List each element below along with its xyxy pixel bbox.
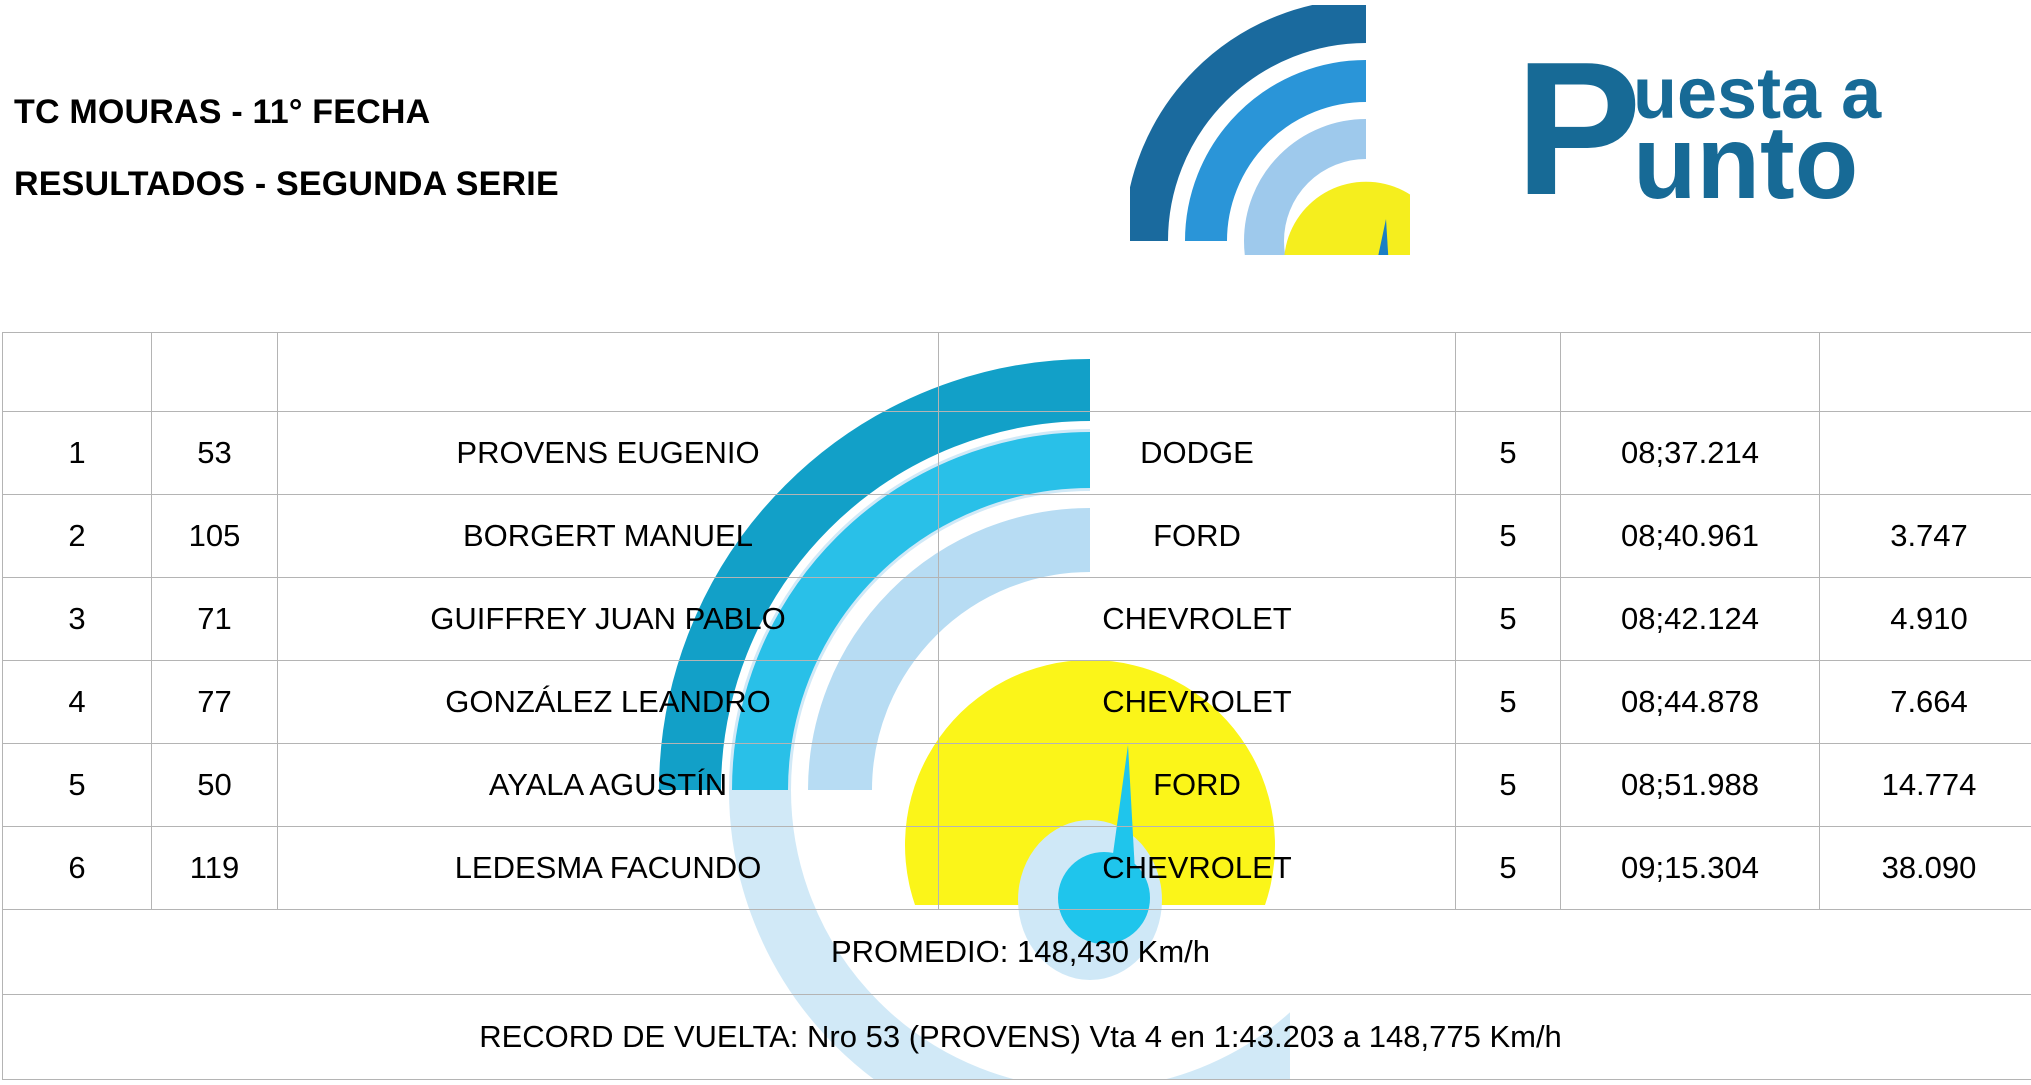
table-row: 4 77 GONZÁLEZ LEANDRO CHEVROLET 5 08;44.… (3, 661, 2031, 744)
column-header-piloto[interactable]: Piloto (278, 333, 939, 412)
results-table-head: Grilla Nro Piloto Marca Vtas Tiempo Dif. (3, 333, 2031, 412)
cell-tiempo: 08;37.214 (1561, 412, 1820, 495)
footer-row-record: RECORD DE VUELTA: Nro 53 (PROVENS) Vta 4… (3, 995, 2031, 1080)
cell-nro: 50 (152, 744, 278, 827)
results-table: Grilla Nro Piloto Marca Vtas Tiempo Dif.… (2, 332, 2031, 1080)
column-header-nro[interactable]: Nro (152, 333, 278, 412)
results-table-body: 1 53 PROVENS EUGENIO DODGE 5 08;37.214 2… (3, 412, 2031, 910)
cell-marca: CHEVROLET (939, 578, 1456, 661)
cell-vtas: 5 (1456, 827, 1561, 910)
results-sheet: Grilla Nro Piloto Marca Vtas Tiempo Dif.… (2, 332, 2029, 1080)
title-block: TC MOURAS - 11° FECHA RESULTADOS - SEGUN… (14, 95, 559, 201)
cell-dif: 38.090 (1820, 827, 2031, 910)
cell-piloto: LEDESMA FACUNDO (278, 827, 939, 910)
record-vuelta-text: RECORD DE VUELTA: Nro 53 (PROVENS) Vta 4… (3, 995, 2031, 1080)
cell-vtas: 5 (1456, 744, 1561, 827)
table-header-row: Grilla Nro Piloto Marca Vtas Tiempo Dif. (3, 333, 2031, 412)
cell-tiempo: 08;42.124 (1561, 578, 1820, 661)
cell-piloto: GUIFFREY JUAN PABLO (278, 578, 939, 661)
brand-wordmark: P uesta a unto (1515, 48, 2015, 208)
gauge-icon (1130, 5, 1410, 255)
table-row: 5 50 AYALA AGUSTÍN FORD 5 08;51.988 14.7… (3, 744, 2031, 827)
cell-grilla: 3 (3, 578, 152, 661)
cell-dif: 4.910 (1820, 578, 2031, 661)
cell-marca: FORD (939, 744, 1456, 827)
cell-nro: 105 (152, 495, 278, 578)
cell-grilla: 5 (3, 744, 152, 827)
cell-tiempo: 09;15.304 (1561, 827, 1820, 910)
cell-tiempo: 08;44.878 (1561, 661, 1820, 744)
cell-grilla: 2 (3, 495, 152, 578)
column-header-vtas[interactable]: Vtas (1456, 333, 1561, 412)
cell-vtas: 5 (1456, 495, 1561, 578)
brand-wordmark-svg: P uesta a unto (1515, 48, 2015, 208)
cell-dif: 3.747 (1820, 495, 2031, 578)
table-row: 1 53 PROVENS EUGENIO DODGE 5 08;37.214 (3, 412, 2031, 495)
cell-dif (1820, 412, 2031, 495)
cell-tiempo: 08;40.961 (1561, 495, 1820, 578)
promedio-text: PROMEDIO: 148,430 Km/h (3, 910, 2031, 995)
table-row: 6 119 LEDESMA FACUNDO CHEVROLET 5 09;15.… (3, 827, 2031, 910)
table-row: 3 71 GUIFFREY JUAN PABLO CHEVROLET 5 08;… (3, 578, 2031, 661)
cell-marca: FORD (939, 495, 1456, 578)
column-header-grilla[interactable]: Grilla (3, 333, 152, 412)
table-row: 2 105 BORGERT MANUEL FORD 5 08;40.961 3.… (3, 495, 2031, 578)
column-header-tiempo[interactable]: Tiempo (1561, 333, 1820, 412)
logo-gauge (1284, 182, 1410, 255)
brand-logo: P uesta a unto (1130, 0, 2030, 260)
gauge-icon-svg (1130, 5, 1410, 255)
cell-piloto: BORGERT MANUEL (278, 495, 939, 578)
cell-nro: 77 (152, 661, 278, 744)
footer-row-promedio: PROMEDIO: 148,430 Km/h (3, 910, 2031, 995)
results-table-foot: PROMEDIO: 148,430 Km/h RECORD DE VUELTA:… (3, 910, 2031, 1080)
cell-marca: DODGE (939, 412, 1456, 495)
cell-dif: 7.664 (1820, 661, 2031, 744)
cell-marca: CHEVROLET (939, 827, 1456, 910)
column-header-dif[interactable]: Dif. (1820, 333, 2031, 412)
column-header-marca[interactable]: Marca (939, 333, 1456, 412)
cell-dif: 14.774 (1820, 744, 2031, 827)
page-title-line-2: RESULTADOS - SEGUNDA SERIE (14, 167, 559, 201)
cell-vtas: 5 (1456, 578, 1561, 661)
cell-vtas: 5 (1456, 412, 1561, 495)
cell-piloto: GONZÁLEZ LEANDRO (278, 661, 939, 744)
cell-grilla: 1 (3, 412, 152, 495)
cell-vtas: 5 (1456, 661, 1561, 744)
cell-tiempo: 08;51.988 (1561, 744, 1820, 827)
cell-grilla: 6 (3, 827, 152, 910)
wordmark-bottom-text: unto (1633, 105, 1858, 208)
wordmark-p-letter: P (1515, 48, 1642, 208)
cell-piloto: AYALA AGUSTÍN (278, 744, 939, 827)
cell-piloto: PROVENS EUGENIO (278, 412, 939, 495)
cell-marca: CHEVROLET (939, 661, 1456, 744)
cell-nro: 53 (152, 412, 278, 495)
page-title-line-1: TC MOURAS - 11° FECHA (14, 95, 559, 129)
cell-nro: 119 (152, 827, 278, 910)
cell-nro: 71 (152, 578, 278, 661)
cell-grilla: 4 (3, 661, 152, 744)
